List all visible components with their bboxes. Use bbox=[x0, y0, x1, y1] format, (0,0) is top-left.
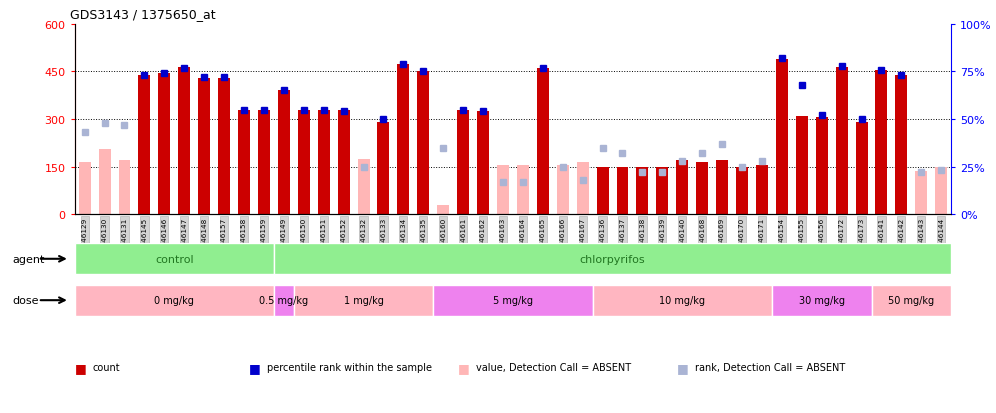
Text: dose: dose bbox=[12, 295, 39, 306]
Text: agent: agent bbox=[12, 254, 45, 264]
Bar bbox=[258, 110, 270, 215]
Bar bbox=[915, 172, 927, 215]
Text: ■: ■ bbox=[677, 361, 689, 374]
Bar bbox=[836, 68, 848, 215]
Text: percentile rank within the sample: percentile rank within the sample bbox=[267, 363, 432, 373]
Text: rank, Detection Call = ABSENT: rank, Detection Call = ABSENT bbox=[695, 363, 846, 373]
Bar bbox=[617, 167, 628, 215]
Bar bbox=[377, 123, 389, 215]
Bar bbox=[75, 285, 274, 316]
Bar bbox=[198, 78, 210, 215]
Bar bbox=[477, 112, 489, 215]
Bar bbox=[178, 68, 190, 215]
Bar bbox=[457, 110, 469, 215]
Bar bbox=[278, 91, 290, 215]
Text: ■: ■ bbox=[249, 361, 261, 374]
Text: control: control bbox=[155, 254, 193, 264]
Bar bbox=[772, 285, 872, 316]
Bar bbox=[158, 74, 170, 215]
Text: 0 mg/kg: 0 mg/kg bbox=[154, 295, 194, 306]
Text: ■: ■ bbox=[458, 361, 470, 374]
Bar bbox=[238, 110, 250, 215]
Bar bbox=[358, 159, 370, 215]
Bar bbox=[656, 167, 668, 215]
Text: 0.5 mg/kg: 0.5 mg/kg bbox=[259, 295, 309, 306]
Bar bbox=[557, 166, 569, 215]
Bar bbox=[593, 285, 772, 316]
Bar bbox=[274, 244, 951, 275]
Bar bbox=[99, 150, 111, 215]
Bar bbox=[417, 72, 429, 215]
Bar bbox=[577, 163, 589, 215]
Text: value, Detection Call = ABSENT: value, Detection Call = ABSENT bbox=[476, 363, 631, 373]
Bar bbox=[696, 163, 708, 215]
Text: 1 mg/kg: 1 mg/kg bbox=[344, 295, 383, 306]
Bar bbox=[816, 118, 828, 215]
Bar bbox=[437, 205, 449, 215]
Bar bbox=[796, 116, 808, 215]
Text: 10 mg/kg: 10 mg/kg bbox=[659, 295, 705, 306]
Bar bbox=[274, 285, 294, 316]
Bar bbox=[517, 166, 529, 215]
Bar bbox=[138, 76, 150, 215]
Text: 5 mg/kg: 5 mg/kg bbox=[493, 295, 533, 306]
Text: chlorpyrifos: chlorpyrifos bbox=[580, 254, 645, 264]
Text: GDS3143 / 1375650_at: GDS3143 / 1375650_at bbox=[71, 8, 216, 21]
Bar bbox=[636, 167, 648, 215]
Bar bbox=[895, 76, 907, 215]
Bar bbox=[218, 78, 230, 215]
Bar bbox=[338, 110, 350, 215]
Text: count: count bbox=[93, 363, 121, 373]
Bar bbox=[298, 110, 310, 215]
Bar bbox=[872, 285, 951, 316]
Bar bbox=[935, 167, 947, 215]
Text: 50 mg/kg: 50 mg/kg bbox=[888, 295, 934, 306]
Bar bbox=[776, 59, 788, 215]
Bar bbox=[597, 167, 609, 215]
Bar bbox=[676, 161, 688, 215]
Bar bbox=[79, 163, 91, 215]
Bar bbox=[75, 244, 274, 275]
Text: 30 mg/kg: 30 mg/kg bbox=[799, 295, 845, 306]
Bar bbox=[856, 123, 868, 215]
Bar bbox=[119, 161, 130, 215]
Bar bbox=[397, 64, 409, 215]
Bar bbox=[433, 285, 593, 316]
Bar bbox=[318, 110, 330, 215]
Text: ■: ■ bbox=[75, 361, 87, 374]
Bar bbox=[736, 167, 748, 215]
Bar bbox=[716, 161, 728, 215]
Bar bbox=[537, 69, 549, 215]
Bar bbox=[497, 166, 509, 215]
Bar bbox=[875, 71, 887, 215]
Bar bbox=[294, 285, 433, 316]
Bar bbox=[756, 166, 768, 215]
